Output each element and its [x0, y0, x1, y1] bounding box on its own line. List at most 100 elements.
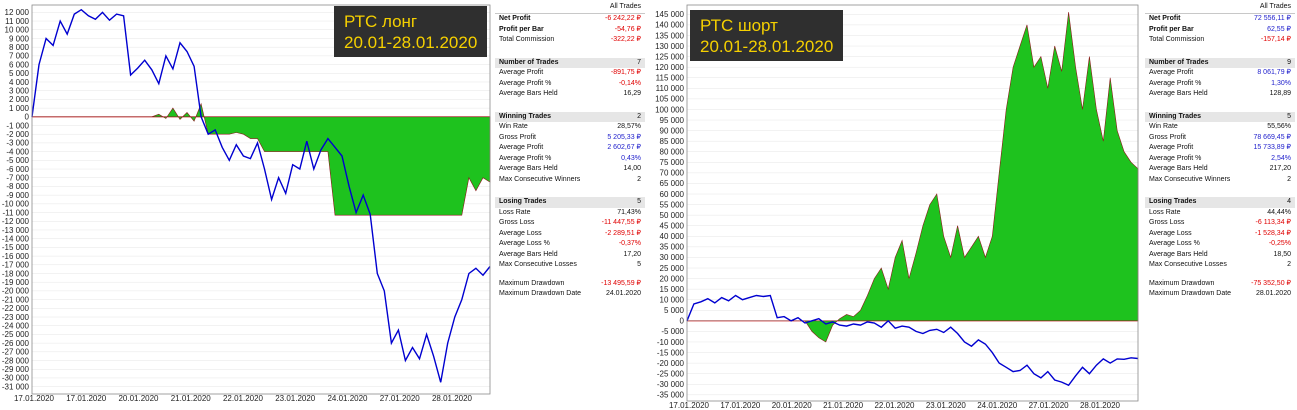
short-title-line-2: 20.01-28.01.2020 — [700, 37, 834, 56]
short-stats-header: All Trades — [1145, 0, 1295, 14]
long-stat-label: Maximum Drawdown — [499, 279, 565, 287]
long-stat-label: Net Profit — [499, 15, 531, 22]
long-stat-label: Total Commission — [499, 36, 555, 43]
short-stat-row: Gross Profit 78 669,45 ₽ — [1145, 133, 1295, 144]
long-x-tick-label: 21.01.2020 — [171, 394, 212, 403]
short-stats-table: All Trades Net Profit 72 556,11 ₽ Profit p… — [1145, 0, 1295, 300]
short-stat-value: 55,56% — [1267, 123, 1291, 130]
long-stat-row: Average Loss % -0,37% — [495, 239, 645, 250]
short-stat-label: Average Loss % — [1149, 240, 1200, 247]
long-stats-rows: Net Profit -6 242,22 ₽ Profit per Bar -54,7… — [495, 14, 645, 300]
short-profit-area — [686, 12, 1139, 343]
short-x-tick-label: 24.01.2020 — [977, 401, 1018, 410]
long-y-tick-label: 10 000 — [5, 26, 30, 35]
short-y-tick-label: 0 — [680, 317, 685, 326]
short-stat-label: Net Profit — [1149, 15, 1181, 22]
long-stat-value: 24.01.2020 — [605, 290, 641, 297]
long-y-tick-label: -10 000 — [2, 200, 30, 209]
short-stat-label: Winning Trades — [1149, 112, 1202, 120]
short-y-tick-label: 40 000 — [660, 232, 685, 241]
long-stat-row: Average Bars Held 16,29 — [495, 89, 645, 100]
long-stat-label: Average Loss % — [499, 240, 550, 247]
long-stat-row — [495, 271, 645, 279]
long-equity-chart: 12 000 11 000 10 000 9 000 8 000 7 000 6 000 5 … — [0, 0, 492, 410]
long-x-tick-label: 24.01.2020 — [327, 394, 368, 403]
long-y-tick-label: 12 000 — [5, 8, 30, 17]
short-stat-row: Average Profit 8 061,79 ₽ — [1145, 68, 1295, 79]
short-y-tick-label: 130 000 — [655, 42, 684, 51]
short-stat-value: 18,50 — [1273, 250, 1291, 258]
long-stat-row: Total Commission -322,22 ₽ — [495, 35, 645, 46]
short-stat-value: 2 — [1287, 261, 1291, 268]
short-y-tick-label: 75 000 — [660, 158, 685, 167]
long-stat-value: 2 — [637, 175, 641, 183]
short-stat-value: 44,44% — [1267, 208, 1291, 216]
long-stat-row: Losing Trades 5 — [495, 197, 645, 208]
long-y-tick-label: 6 000 — [9, 60, 30, 69]
long-stat-row: Maximum Drawdown -13 495,59 ₽ — [495, 279, 645, 290]
short-y-tick-label: 10 000 — [660, 296, 685, 305]
short-y-tick-label: -20 000 — [657, 359, 685, 368]
long-stat-label: Win Rate — [499, 123, 528, 130]
long-profit-area — [31, 102, 491, 216]
short-y-tick-label: 105 000 — [655, 95, 684, 104]
long-y-tick-label: -31 000 — [2, 382, 30, 391]
long-stat-label: Average Loss — [499, 229, 542, 237]
long-stat-row — [495, 46, 645, 54]
long-x-tick-label: 17.01.2020 — [66, 394, 107, 403]
long-y-tick-label: -1 000 — [6, 121, 29, 130]
short-y-tick-label: 125 000 — [655, 52, 684, 61]
short-stat-row: Maximum Drawdown -75 352,50 ₽ — [1145, 279, 1295, 290]
short-stat-row: Average Loss -1 528,34 ₽ — [1145, 229, 1295, 240]
long-stat-row: Max Consecutive Losses 5 — [495, 260, 645, 271]
long-stat-value: 7 — [637, 58, 641, 66]
short-stat-label: Average Loss — [1149, 229, 1192, 237]
short-stat-row: Total Commission -157,14 ₽ — [1145, 35, 1295, 46]
short-y-tick-label: 100 000 — [655, 105, 684, 114]
long-stat-value: -0,14% — [618, 79, 641, 87]
long-x-tick-label: 17.01.2020 — [14, 394, 55, 403]
short-stat-row — [1145, 100, 1295, 108]
long-x-tick-label: 27.01.2020 — [380, 394, 421, 403]
long-y-tick-label: 1 000 — [9, 104, 30, 113]
long-y-tick-label: -8 000 — [6, 182, 29, 191]
long-y-tick-label: -9 000 — [6, 191, 29, 200]
long-y-tick-label: 4 000 — [9, 78, 30, 87]
short-stat-label: Gross Loss — [1149, 219, 1185, 226]
short-stat-label: Profit per Bar — [1149, 25, 1194, 33]
long-stat-value: 28,57% — [617, 123, 641, 130]
short-x-tick-label: 17.01.2020 — [720, 401, 761, 410]
long-x-tick-label: 20.01.2020 — [118, 394, 159, 403]
long-y-tick-label: -21 000 — [2, 295, 30, 304]
short-stat-row: Maximum Drawdown Date 28.01.2020 — [1145, 289, 1295, 300]
short-stat-row: Average Loss % -0,25% — [1145, 239, 1295, 250]
short-y-tick-label: 120 000 — [655, 63, 684, 72]
long-y-tick-label: -25 000 — [2, 330, 30, 339]
long-stat-row: Average Loss -2 289,51 ₽ — [495, 229, 645, 240]
long-stat-row: Win Rate 28,57% — [495, 122, 645, 133]
long-stat-label: Average Profit % — [499, 154, 552, 162]
long-stat-label: Losing Trades — [499, 198, 547, 205]
short-y-tick-label: 135 000 — [655, 31, 684, 40]
short-stat-value: -75 352,50 ₽ — [1251, 279, 1291, 287]
short-y-tick-label: 65 000 — [660, 179, 685, 188]
long-stat-row: Gross Loss -11 447,55 ₽ — [495, 218, 645, 229]
short-stat-value: 128,89 — [1269, 90, 1291, 97]
short-stat-label: Number of Trades — [1149, 58, 1209, 66]
long-stats-table: All Trades Net Profit -6 242,22 ₽ Profit p… — [495, 0, 645, 300]
short-stat-row: Number of Trades 9 — [1145, 57, 1295, 68]
long-title-line-2: 20.01-28.01.2020 — [344, 33, 478, 52]
short-stat-value: 217,20 — [1269, 165, 1291, 172]
short-stat-value: 78 669,45 ₽ — [1253, 133, 1291, 141]
long-stat-label: Winning Trades — [499, 112, 552, 120]
long-y-tick-label: -4 000 — [6, 147, 29, 156]
long-stat-label: Maximum Drawdown Date — [499, 290, 582, 297]
short-stat-row: Gross Loss -6 113,34 ₽ — [1145, 218, 1295, 229]
short-stat-value: 9 — [1287, 58, 1291, 66]
long-plot-frame — [31, 4, 491, 395]
short-stat-row — [1145, 185, 1295, 193]
long-y-tick-label: -5 000 — [6, 156, 29, 165]
short-stat-row: Average Bars Held 128,89 — [1145, 89, 1295, 100]
short-y-tick-label: 30 000 — [660, 253, 685, 262]
short-stat-row: Net Profit 72 556,11 ₽ — [1145, 14, 1295, 25]
